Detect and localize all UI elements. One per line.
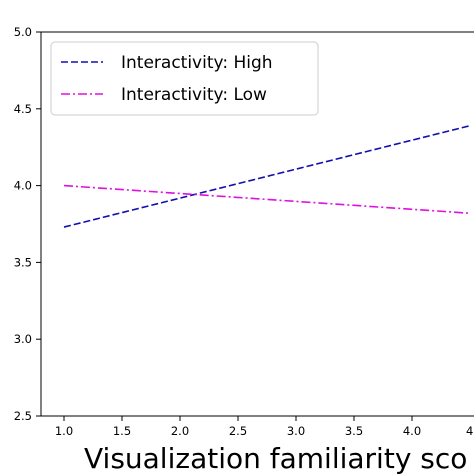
x-tick-label: 4.0 [403,424,421,438]
series-line-interactivity-low [63,184,471,215]
x-tick-label: 3.0 [287,424,305,438]
legend-label: Interactivity: High [121,53,273,73]
x-tick-label: 2.0 [171,424,189,438]
y-ticks: 2.5 3.0 3.5 4.0 4.5 5.0 [14,25,41,423]
y-tick-label: 4.5 [14,102,32,116]
x-tick-label: 2.5 [229,424,247,438]
y-tick-label: 5.0 [14,25,32,39]
x-tick-label: 1.5 [113,424,131,438]
legend-label: Interactivity: Low [121,85,267,105]
y-tick-label: 2.5 [14,409,32,423]
series-line-interactivity-high [63,124,471,228]
x-tick-label: 1.0 [55,424,73,438]
y-tick-label: 4.0 [14,179,32,193]
y-tick-label: 3.0 [14,332,32,346]
x-tick-label: 3.5 [345,424,363,438]
x-tick-label-edge: 4 [466,424,473,438]
y-tick-label: 3.5 [14,255,32,269]
x-axis-title: Visualization familiarity sco [84,442,467,474]
axes [40,31,474,417]
plot-lines [63,124,471,228]
legend: Interactivity: High Interactivity: Low [50,41,319,116]
legend-box [50,41,319,116]
x-ticks: 1.0 1.5 2.0 2.5 3.0 3.5 4.0 [55,416,421,438]
